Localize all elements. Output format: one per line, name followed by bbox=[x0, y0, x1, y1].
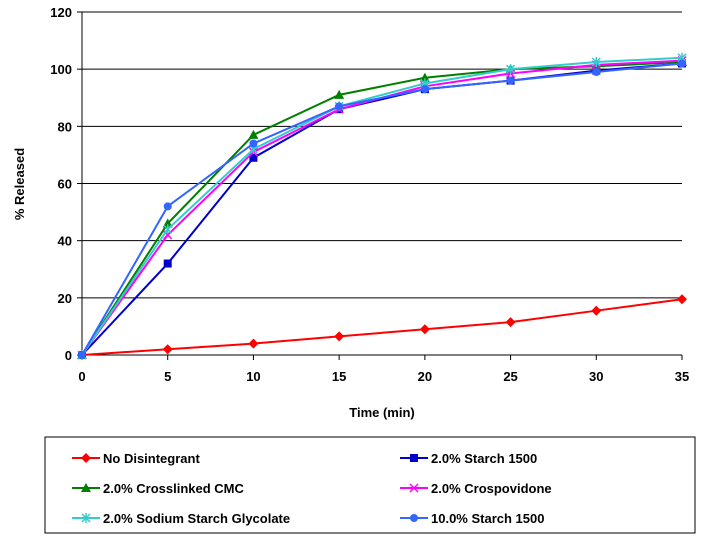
data-point bbox=[334, 89, 345, 99]
y-tick-label: 20 bbox=[58, 291, 72, 306]
x-tick-label: 30 bbox=[589, 369, 603, 384]
legend-marker bbox=[81, 483, 91, 492]
legend-marker bbox=[409, 483, 419, 493]
series-5 bbox=[78, 59, 686, 359]
data-point bbox=[249, 139, 258, 148]
legend-item: 10.0% Starch 1500 bbox=[400, 511, 544, 526]
legend-item: 2.0% Crosslinked CMC bbox=[72, 481, 244, 496]
data-point bbox=[419, 72, 430, 82]
series-line bbox=[81, 56, 683, 356]
data-point bbox=[592, 68, 601, 77]
tick-labels: 0 20 40 60 80 100 120 0 5 10 15 20 25 30 35 bbox=[50, 5, 689, 384]
data-point bbox=[335, 102, 344, 111]
legend-marker bbox=[81, 453, 91, 463]
legend-marker bbox=[410, 514, 418, 522]
series-line bbox=[81, 62, 683, 356]
data-point bbox=[249, 153, 258, 162]
data-point bbox=[505, 317, 516, 328]
data-point bbox=[506, 76, 515, 85]
legend-marker bbox=[410, 454, 418, 462]
legend-label: 2.0% Crospovidone bbox=[431, 481, 552, 496]
y-tick-label: 80 bbox=[58, 119, 72, 134]
series-lines bbox=[77, 52, 687, 360]
y-tick-label: 0 bbox=[65, 348, 72, 363]
data-point bbox=[248, 129, 259, 139]
legend-item: No Disintegrant bbox=[72, 451, 200, 466]
y-axis-title: % Released bbox=[12, 148, 27, 220]
data-point bbox=[78, 351, 86, 359]
data-point bbox=[163, 224, 173, 235]
data-point bbox=[420, 85, 429, 94]
y-tick-label: 120 bbox=[50, 5, 72, 20]
x-tick-label: 5 bbox=[164, 369, 171, 384]
axes bbox=[77, 11, 683, 360]
legend-label: 10.0% Starch 1500 bbox=[431, 511, 544, 526]
data-point bbox=[163, 202, 172, 211]
y-tick-label: 100 bbox=[50, 62, 72, 77]
legend-marker bbox=[81, 513, 91, 523]
gridlines bbox=[82, 11, 682, 299]
x-tick-label: 35 bbox=[675, 369, 689, 384]
data-point bbox=[163, 259, 172, 268]
data-point bbox=[591, 57, 601, 68]
data-point bbox=[248, 338, 259, 349]
x-tick-label: 0 bbox=[78, 369, 85, 384]
legend-item: 2.0% Sodium Starch Glycolate bbox=[72, 511, 290, 526]
legend: No Disintegrant 2.0% Starch 1500 2.0% Cros… bbox=[44, 436, 696, 534]
data-point bbox=[506, 64, 516, 75]
legend-item: 2.0% Crospovidone bbox=[400, 481, 552, 496]
data-point bbox=[419, 324, 430, 335]
data-point bbox=[162, 344, 173, 355]
data-point bbox=[334, 331, 345, 342]
legend-box bbox=[44, 436, 696, 534]
data-point bbox=[162, 218, 173, 228]
legend-label: 2.0% Sodium Starch Glycolate bbox=[103, 511, 290, 526]
legend-item: 2.0% Starch 1500 bbox=[400, 451, 537, 466]
data-point bbox=[678, 59, 686, 68]
x-axis-title: Time (min) bbox=[349, 405, 415, 420]
legend-label: No Disintegrant bbox=[103, 451, 200, 466]
x-tick-label: 25 bbox=[503, 369, 517, 384]
legend-marker-stroke bbox=[409, 483, 419, 493]
y-tick-label: 40 bbox=[58, 234, 72, 249]
x-tick-label: 10 bbox=[246, 369, 260, 384]
data-point bbox=[591, 305, 602, 316]
series-line bbox=[81, 298, 683, 356]
data-point bbox=[677, 294, 687, 305]
y-tick-label: 60 bbox=[58, 177, 72, 192]
x-tick-label: 20 bbox=[418, 369, 432, 384]
series-line bbox=[81, 62, 683, 356]
legend-label: 2.0% Starch 1500 bbox=[431, 451, 537, 466]
x-tick-label: 15 bbox=[332, 369, 346, 384]
legend-label: 2.0% Crosslinked CMC bbox=[103, 481, 244, 496]
